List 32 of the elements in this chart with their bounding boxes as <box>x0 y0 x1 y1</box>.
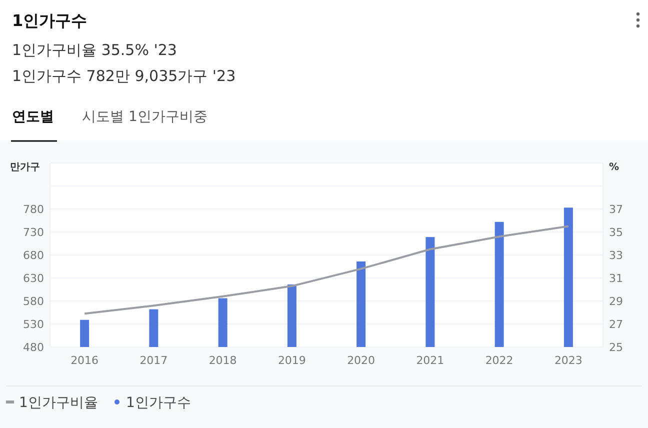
x-tick-label: 2017 <box>140 354 168 367</box>
y2-tick-label: 33 <box>609 249 623 262</box>
x-tick-label: 2022 <box>485 354 514 367</box>
legend-label: 1인가구비율 <box>19 395 98 411</box>
x-tick-label: 2018 <box>208 354 237 367</box>
y-axis-title: 만가구 <box>10 162 40 173</box>
y-tick-label: 780 <box>23 203 44 216</box>
text: 연도별 <box>12 109 54 125</box>
text: 1인가구수 782만 9,035가구 '23 <box>12 67 236 85</box>
text: 시도별 1인가구비중 <box>82 109 208 125</box>
x-tick-label: 2023 <box>554 354 582 367</box>
x-tick-label: 2019 <box>278 354 306 367</box>
x-tick-label: 2016 <box>70 354 99 367</box>
y2-tick-label: 27 <box>609 318 623 331</box>
line-series <box>84 225 570 315</box>
y2-tick-label: 31 <box>609 272 623 285</box>
y-tick-label: 630 <box>23 272 44 285</box>
y-tick-label: 680 <box>23 249 44 262</box>
x-tick-label: 2021 <box>416 354 444 367</box>
y2-tick-label: 29 <box>609 295 623 308</box>
y-tick-label: 480 <box>23 341 44 354</box>
chart-title: 1인가구수 <box>12 11 88 30</box>
y-tick-label: 580 <box>23 295 44 308</box>
y2-tick-label: 25 <box>609 341 623 354</box>
y2-axis-title: % <box>609 162 620 173</box>
y-tick-label: 530 <box>23 318 44 331</box>
legend-label: 1인가구수 <box>126 395 191 411</box>
text: 1인가구비율 35.5% '23 <box>12 41 177 59</box>
x-tick-label: 2020 <box>347 354 376 367</box>
y2-tick-label: 35 <box>609 226 623 239</box>
y2-tick-label: 37 <box>609 203 623 216</box>
y-tick-label: 730 <box>23 226 44 239</box>
